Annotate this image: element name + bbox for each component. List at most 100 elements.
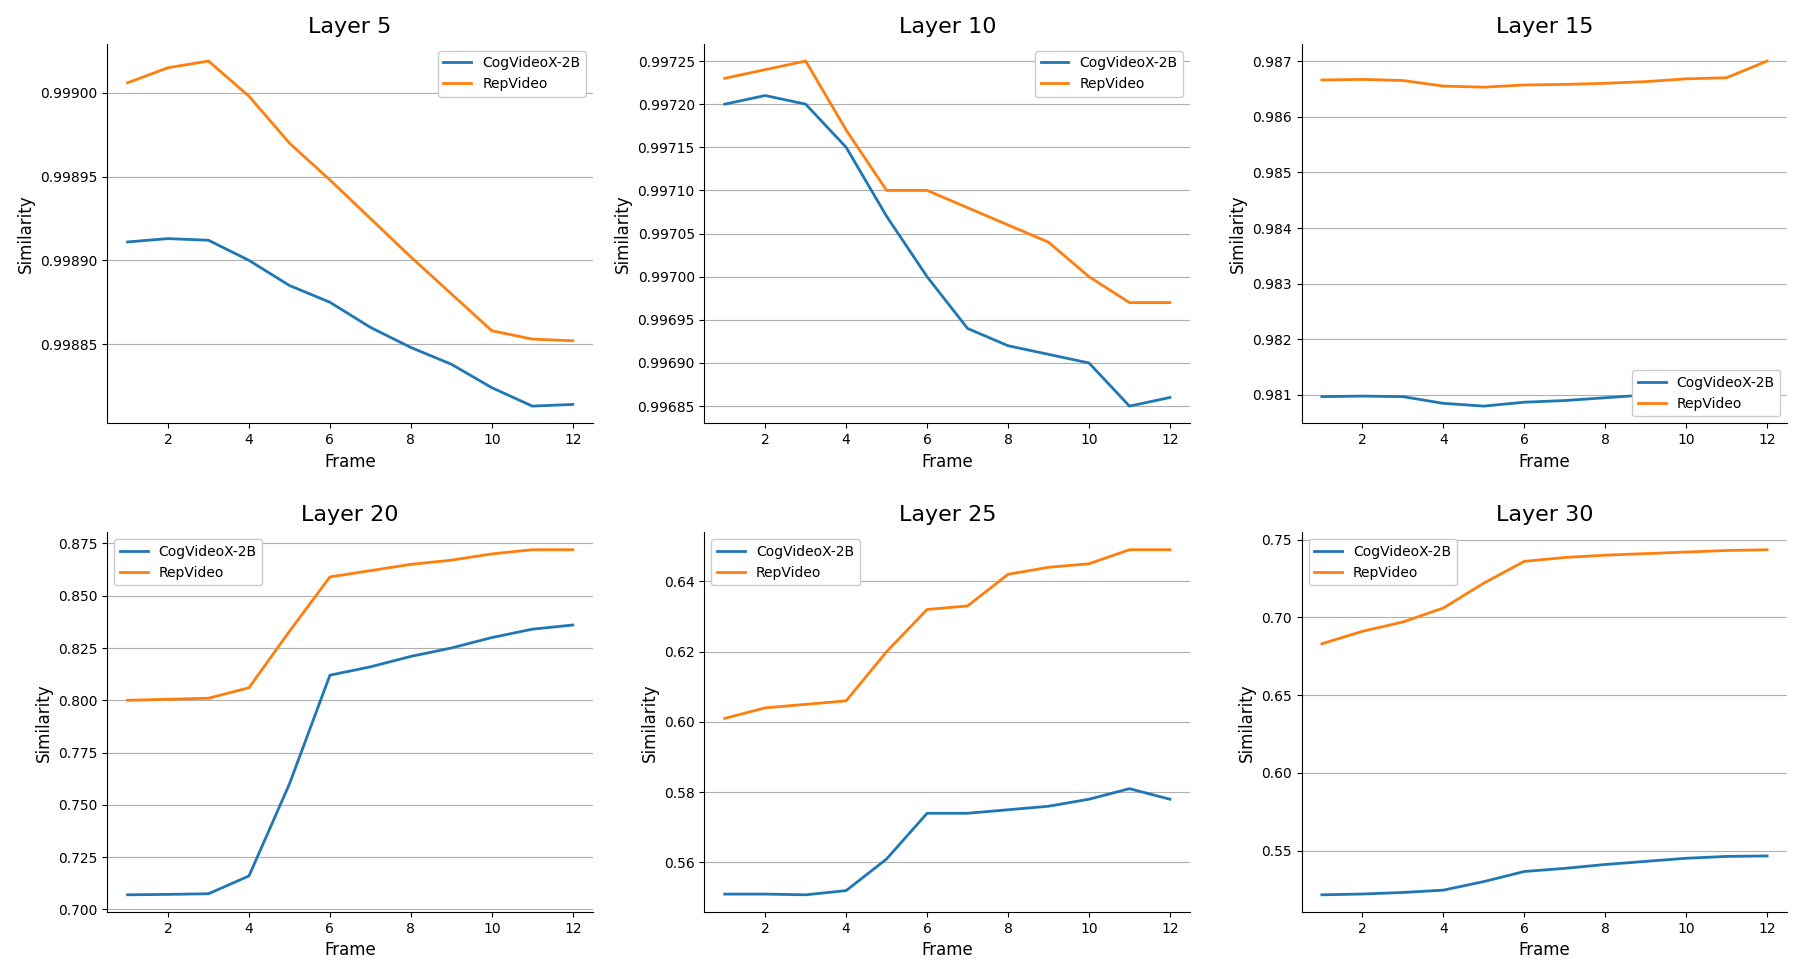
CogVideoX-2B xyxy=(561,398,583,410)
CogVideoX-2B xyxy=(157,888,179,900)
CogVideoX-2B xyxy=(1351,888,1373,900)
RepVideo xyxy=(440,554,462,566)
RepVideo xyxy=(1676,547,1698,558)
RepVideo xyxy=(117,695,139,707)
CogVideoX-2B xyxy=(1595,859,1616,871)
RepVideo xyxy=(796,699,817,711)
CogVideoX-2B xyxy=(482,631,503,643)
RepVideo xyxy=(400,251,422,263)
RepVideo xyxy=(278,626,299,637)
Line: CogVideoX-2B: CogVideoX-2B xyxy=(128,238,572,406)
Y-axis label: Similarity: Similarity xyxy=(613,194,631,273)
RepVideo xyxy=(561,544,583,555)
RepVideo xyxy=(1432,602,1454,614)
CogVideoX-2B xyxy=(521,400,543,412)
RepVideo xyxy=(875,184,897,196)
RepVideo xyxy=(1037,561,1059,573)
CogVideoX-2B xyxy=(1757,850,1779,862)
RepVideo xyxy=(319,174,341,185)
Line: RepVideo: RepVideo xyxy=(1322,61,1768,87)
RepVideo xyxy=(157,693,179,705)
Line: RepVideo: RepVideo xyxy=(128,61,572,341)
RepVideo xyxy=(400,558,422,570)
RepVideo xyxy=(1472,577,1494,589)
RepVideo xyxy=(1079,558,1100,570)
CogVideoX-2B xyxy=(117,236,139,248)
RepVideo xyxy=(1393,616,1414,628)
CogVideoX-2B xyxy=(1553,863,1575,874)
RepVideo xyxy=(359,213,381,224)
RepVideo xyxy=(117,77,139,89)
CogVideoX-2B xyxy=(198,888,220,900)
CogVideoX-2B xyxy=(1079,357,1100,369)
CogVideoX-2B xyxy=(482,382,503,393)
RepVideo xyxy=(1118,544,1140,555)
RepVideo xyxy=(1553,551,1575,563)
CogVideoX-2B xyxy=(157,232,179,244)
X-axis label: Frame: Frame xyxy=(325,453,375,470)
Legend: CogVideoX-2B, RepVideo: CogVideoX-2B, RepVideo xyxy=(438,51,586,97)
RepVideo xyxy=(319,571,341,583)
RepVideo xyxy=(1716,545,1737,556)
CogVideoX-2B xyxy=(400,651,422,663)
CogVideoX-2B xyxy=(714,888,736,900)
Legend: CogVideoX-2B, RepVideo: CogVideoX-2B, RepVideo xyxy=(1633,370,1781,417)
CogVideoX-2B xyxy=(1351,390,1373,402)
CogVideoX-2B xyxy=(521,624,543,635)
CogVideoX-2B xyxy=(278,280,299,292)
Legend: CogVideoX-2B, RepVideo: CogVideoX-2B, RepVideo xyxy=(1308,540,1456,586)
RepVideo xyxy=(1595,549,1616,561)
Legend: CogVideoX-2B, RepVideo: CogVideoX-2B, RepVideo xyxy=(711,540,859,586)
CogVideoX-2B xyxy=(1676,383,1698,394)
Line: CogVideoX-2B: CogVideoX-2B xyxy=(1322,856,1768,895)
RepVideo xyxy=(714,72,736,84)
CogVideoX-2B xyxy=(561,619,583,630)
RepVideo xyxy=(561,335,583,346)
CogVideoX-2B xyxy=(1432,397,1454,409)
Legend: CogVideoX-2B, RepVideo: CogVideoX-2B, RepVideo xyxy=(114,540,262,586)
RepVideo xyxy=(916,184,938,196)
CogVideoX-2B xyxy=(1595,392,1616,404)
CogVideoX-2B xyxy=(238,255,260,266)
RepVideo xyxy=(521,333,543,345)
X-axis label: Frame: Frame xyxy=(1519,453,1569,470)
Y-axis label: Similarity: Similarity xyxy=(16,194,34,273)
Title: Layer 25: Layer 25 xyxy=(898,506,996,525)
RepVideo xyxy=(1514,79,1535,91)
Line: RepVideo: RepVideo xyxy=(725,549,1171,718)
RepVideo xyxy=(835,695,857,707)
CogVideoX-2B xyxy=(714,99,736,110)
CogVideoX-2B xyxy=(916,271,938,283)
CogVideoX-2B xyxy=(278,778,299,790)
CogVideoX-2B xyxy=(796,99,817,110)
CogVideoX-2B xyxy=(117,889,139,901)
RepVideo xyxy=(198,56,220,67)
CogVideoX-2B xyxy=(359,661,381,672)
CogVideoX-2B xyxy=(238,871,260,882)
Y-axis label: Similarity: Similarity xyxy=(1229,194,1247,273)
CogVideoX-2B xyxy=(1514,866,1535,877)
CogVideoX-2B xyxy=(1676,852,1698,864)
CogVideoX-2B xyxy=(198,234,220,246)
RepVideo xyxy=(1160,297,1182,308)
CogVideoX-2B xyxy=(835,142,857,153)
CogVideoX-2B xyxy=(916,807,938,819)
X-axis label: Frame: Frame xyxy=(1519,941,1569,959)
X-axis label: Frame: Frame xyxy=(922,453,972,470)
CogVideoX-2B xyxy=(1393,886,1414,898)
CogVideoX-2B xyxy=(1118,783,1140,794)
RepVideo xyxy=(1676,73,1698,85)
Line: RepVideo: RepVideo xyxy=(1322,549,1768,644)
RepVideo xyxy=(1312,74,1333,86)
RepVideo xyxy=(1514,555,1535,567)
RepVideo xyxy=(714,712,736,724)
CogVideoX-2B xyxy=(956,323,978,335)
CogVideoX-2B xyxy=(956,807,978,819)
CogVideoX-2B xyxy=(835,884,857,896)
CogVideoX-2B xyxy=(1553,394,1575,406)
CogVideoX-2B xyxy=(1160,793,1182,805)
CogVideoX-2B xyxy=(1160,391,1182,403)
CogVideoX-2B xyxy=(875,853,897,865)
CogVideoX-2B xyxy=(319,297,341,308)
CogVideoX-2B xyxy=(875,211,897,223)
